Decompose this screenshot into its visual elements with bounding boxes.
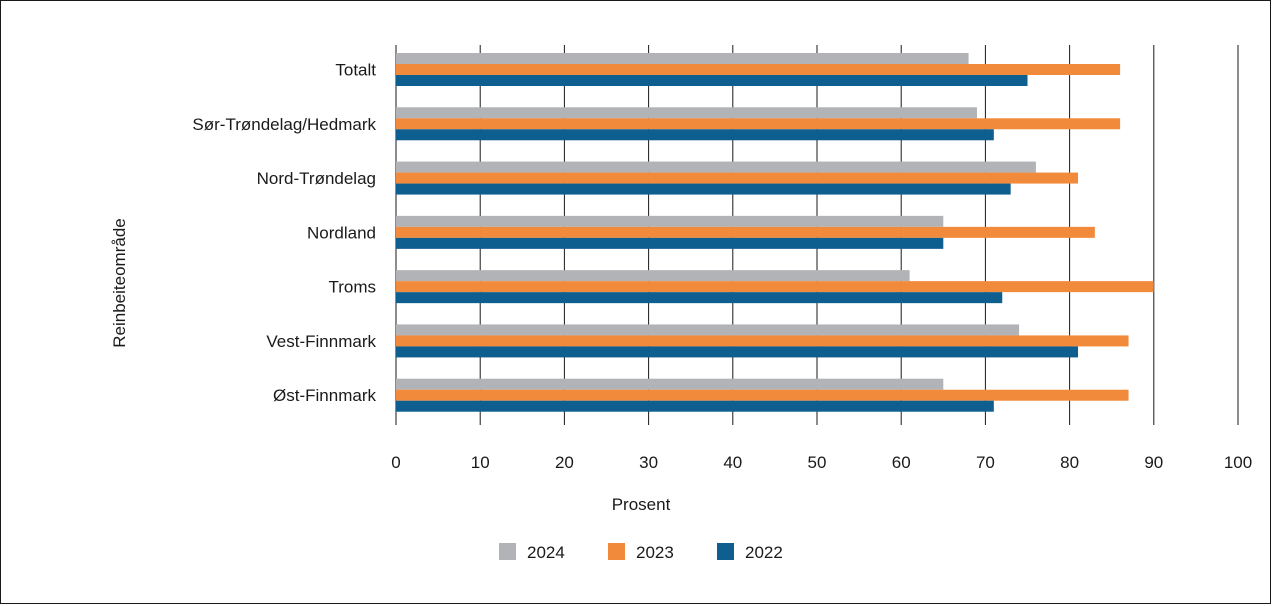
bar-2022-6 bbox=[396, 400, 994, 412]
bar-2024-0 bbox=[396, 53, 969, 64]
bar-2024-4 bbox=[396, 270, 910, 282]
category-label: Nord-Trøndelag bbox=[257, 169, 376, 188]
x-tick-label: 70 bbox=[976, 453, 995, 472]
legend-label: 2022 bbox=[745, 543, 783, 562]
x-tick-label: 0 bbox=[391, 453, 400, 472]
bar-2024-1 bbox=[396, 107, 977, 119]
bar-2024-3 bbox=[396, 215, 944, 227]
x-tick-label: 100 bbox=[1224, 453, 1252, 472]
x-tick-label: 80 bbox=[1060, 453, 1079, 472]
x-tick-label: 40 bbox=[723, 453, 742, 472]
bar-2022-3 bbox=[396, 237, 944, 249]
bar-2023-2 bbox=[396, 172, 1079, 184]
bar-2024-6 bbox=[396, 378, 944, 390]
x-axis-title: Prosent bbox=[612, 495, 671, 514]
bar-2023-6 bbox=[396, 389, 1129, 401]
bar-2022-4 bbox=[396, 292, 1003, 304]
category-label: Totalt bbox=[335, 61, 376, 80]
x-tick-label: 30 bbox=[639, 453, 658, 472]
category-labels: Totalt Sør-Trøndelag/Hedmark Nord-Trøndela… bbox=[192, 61, 376, 406]
bar-2022-5 bbox=[396, 346, 1079, 358]
x-tick-label: 20 bbox=[555, 453, 574, 472]
category-label: Troms bbox=[328, 278, 376, 297]
x-tick-label: 50 bbox=[808, 453, 827, 472]
legend-swatch-2023 bbox=[608, 543, 625, 560]
legend-swatch-2024 bbox=[499, 543, 516, 560]
bar-2022-1 bbox=[396, 129, 994, 141]
bar-2023-4 bbox=[396, 281, 1154, 293]
legend-swatch-2022 bbox=[717, 543, 734, 560]
bars bbox=[396, 53, 1154, 412]
legend: 2024 2023 2022 bbox=[499, 543, 783, 562]
x-tick-label: 60 bbox=[892, 453, 911, 472]
x-tick-label: 90 bbox=[1144, 453, 1163, 472]
bar-2023-5 bbox=[396, 335, 1129, 347]
legend-label: 2024 bbox=[527, 543, 565, 562]
bar-2023-0 bbox=[396, 64, 1121, 75]
category-label: Nordland bbox=[307, 223, 376, 242]
bar-2023-3 bbox=[396, 226, 1095, 238]
bar-2024-2 bbox=[396, 161, 1036, 173]
legend-label: 2023 bbox=[636, 543, 674, 562]
category-label: Vest-Finnmark bbox=[266, 332, 376, 351]
category-label: Øst-Finnmark bbox=[273, 386, 376, 405]
x-tick-label: 10 bbox=[471, 453, 490, 472]
bar-2022-2 bbox=[396, 183, 1011, 195]
bar-2023-1 bbox=[396, 118, 1121, 130]
category-label: Sør-Trøndelag/Hedmark bbox=[192, 115, 376, 134]
y-axis-title: Reinbeiteområde bbox=[110, 218, 129, 347]
bar-2024-5 bbox=[396, 324, 1020, 336]
bar-2022-0 bbox=[396, 75, 1028, 86]
x-tick-labels: 0 10 20 30 40 50 60 70 80 90 100 bbox=[391, 453, 1252, 472]
